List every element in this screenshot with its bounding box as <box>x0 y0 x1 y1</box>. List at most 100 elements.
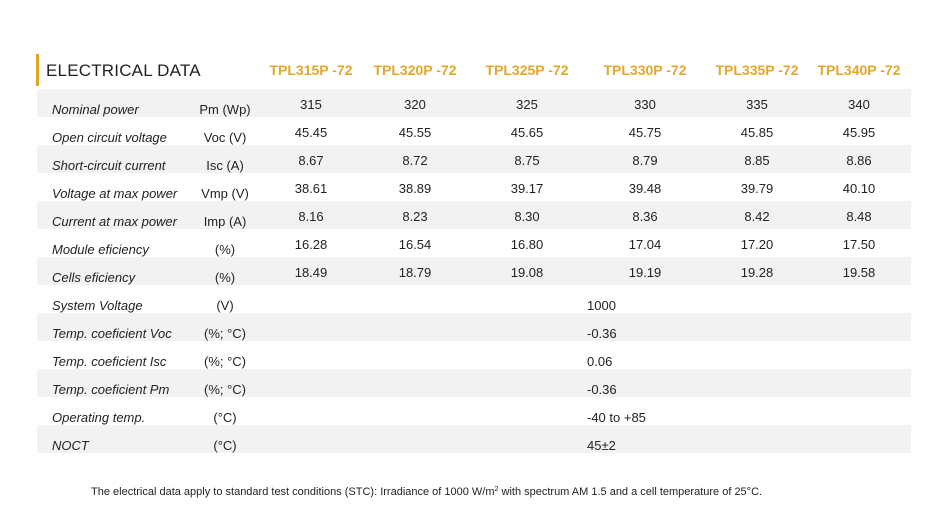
row-unit: Pm (Wp) <box>199 102 251 117</box>
table-cell: 45.95 <box>842 125 876 140</box>
row-unit: (%; °C) <box>203 354 247 369</box>
table-cell: 315 <box>300 97 322 112</box>
model-header: TPL330P -72 <box>603 62 687 78</box>
shared-value-cell: -0.36 <box>587 382 617 397</box>
table-row: Temp. coeficient Isc (%; °C) 0.06 <box>37 341 911 369</box>
model-header: TPL325P -72 <box>485 62 569 78</box>
table-cell: 8.23 <box>402 209 428 224</box>
table-cell: 38.61 <box>294 181 328 196</box>
table-cell: 39.79 <box>740 181 774 196</box>
table-cell: 45.75 <box>628 125 662 140</box>
shared-value-cell: -0.36 <box>587 326 617 341</box>
table-row: Operating temp. (°C) -40 to +85 <box>37 397 911 425</box>
row-label: Temp. coeficient Pm <box>52 382 170 397</box>
row-label: Current at max power <box>52 214 177 229</box>
row-unit: (%) <box>214 242 236 257</box>
table-row: Short-circuit current Isc (A) 8.67 8.72 8.75… <box>37 145 911 173</box>
row-label: Voltage at max power <box>52 186 178 201</box>
table-cell: 8.79 <box>632 153 658 168</box>
table-cell: 18.49 <box>294 265 328 280</box>
table-cell: 45.65 <box>510 125 544 140</box>
footnote: The electrical data apply to standard te… <box>91 486 762 498</box>
table-cell: 8.30 <box>514 209 540 224</box>
row-unit: (%) <box>214 270 236 285</box>
table-row: Nominal power Pm (Wp) 315 320 325 330 335 340 <box>37 89 911 117</box>
table-cell: 8.42 <box>744 209 770 224</box>
table-cell: 39.48 <box>628 181 662 196</box>
model-header: TPL335P -72 <box>715 62 799 78</box>
table-cell: 16.80 <box>510 237 544 252</box>
row-unit: Vmp (V) <box>201 186 249 201</box>
table-cell: 8.72 <box>402 153 428 168</box>
table-cell: 45.85 <box>740 125 774 140</box>
table-cell: 17.20 <box>740 237 774 252</box>
row-label: Open circuit voltage <box>52 130 167 145</box>
model-header: TPL320P -72 <box>373 62 457 78</box>
table-cell: 45.45 <box>294 125 328 140</box>
table-cell: 8.48 <box>846 209 872 224</box>
table-row: System Voltage (V) 1000 <box>37 285 911 313</box>
table-row: Voltage at max power Vmp (V) 38.61 38.89 39.… <box>37 173 911 201</box>
table-cell: 340 <box>848 97 870 112</box>
table-cell: 17.50 <box>842 237 876 252</box>
table-cell: 8.75 <box>514 153 540 168</box>
shared-value-cell: 1000 <box>587 298 616 313</box>
table-cell: 17.04 <box>628 237 662 252</box>
row-label: Cells eficiency <box>52 270 136 285</box>
shared-value-cell: -40 to +85 <box>587 410 646 425</box>
table-cell: 19.19 <box>628 265 662 280</box>
table-cell: 39.17 <box>510 181 544 196</box>
row-label: Operating temp. <box>52 410 146 425</box>
row-label: NOCT <box>52 438 89 453</box>
table-row: Current at max power Imp (A) 8.16 8.23 8.30 8… <box>37 201 911 229</box>
table-cell: 38.89 <box>398 181 432 196</box>
title-accent-bar <box>36 54 39 86</box>
electrical-table: Nominal power Pm (Wp) 315 320 325 330 335 340 Op… <box>37 89 911 453</box>
table-row: Cells eficiency (%) 18.49 18.79 19.08 19.19 19… <box>37 257 911 285</box>
table-cell: 325 <box>516 97 538 112</box>
table-cell: 8.67 <box>298 153 324 168</box>
table-cell: 19.08 <box>510 265 544 280</box>
row-unit: (°C) <box>213 410 237 425</box>
table-cell: 8.16 <box>298 209 324 224</box>
section-title: ELECTRICAL DATA <box>46 61 201 80</box>
row-unit: Voc (V) <box>203 130 247 145</box>
footnote-text-end: with spectrum AM 1.5 and a cell temperat… <box>498 486 763 498</box>
row-unit: Imp (A) <box>203 214 247 229</box>
table-cell: 320 <box>404 97 426 112</box>
table-cell: 8.86 <box>846 153 872 168</box>
table-row: Module eficiency (%) 16.28 16.54 16.80 17.04 1… <box>37 229 911 257</box>
table-cell: 8.36 <box>632 209 658 224</box>
footnote-text-start: The electrical data apply to standard te… <box>91 486 495 498</box>
footnote-superscript: 2 <box>494 486 499 493</box>
table-row: Temp. coeficient Pm (%; °C) -0.36 <box>37 369 911 397</box>
row-unit: (V) <box>216 298 234 313</box>
table-cell: 8.85 <box>744 153 770 168</box>
table-cell: 16.54 <box>398 237 432 252</box>
table-cell: 40.10 <box>842 181 876 196</box>
table-cell: 19.28 <box>740 265 774 280</box>
model-header: TPL315P -72 <box>269 62 353 78</box>
row-unit: (%; °C) <box>203 326 247 341</box>
row-label: Nominal power <box>52 102 139 117</box>
model-header: TPL340P -72 <box>817 62 901 78</box>
table-cell: 45.55 <box>398 125 432 140</box>
table-cell: 335 <box>746 97 768 112</box>
table-cell: 18.79 <box>398 265 432 280</box>
row-label: Short-circuit current <box>52 158 166 173</box>
row-label: System Voltage <box>52 298 143 313</box>
row-unit: (°C) <box>213 438 237 453</box>
table-row: Open circuit voltage Voc (V) 45.45 45.55 45.… <box>37 117 911 145</box>
table-row: Temp. coeficient Voc (%; °C) -0.36 <box>37 313 911 341</box>
row-label: Module eficiency <box>52 242 149 257</box>
table-cell: 19.58 <box>842 265 876 280</box>
row-unit: (%; °C) <box>203 382 247 397</box>
table-cell: 330 <box>634 97 656 112</box>
row-label: Temp. coeficient Voc <box>52 326 172 341</box>
table-row: NOCT (°C) 45±2 <box>37 425 911 453</box>
table-cell: 16.28 <box>294 237 328 252</box>
row-label: Temp. coeficient Isc <box>52 354 167 369</box>
shared-value-cell: 0.06 <box>587 354 613 369</box>
shared-value-cell: 45±2 <box>587 438 616 453</box>
